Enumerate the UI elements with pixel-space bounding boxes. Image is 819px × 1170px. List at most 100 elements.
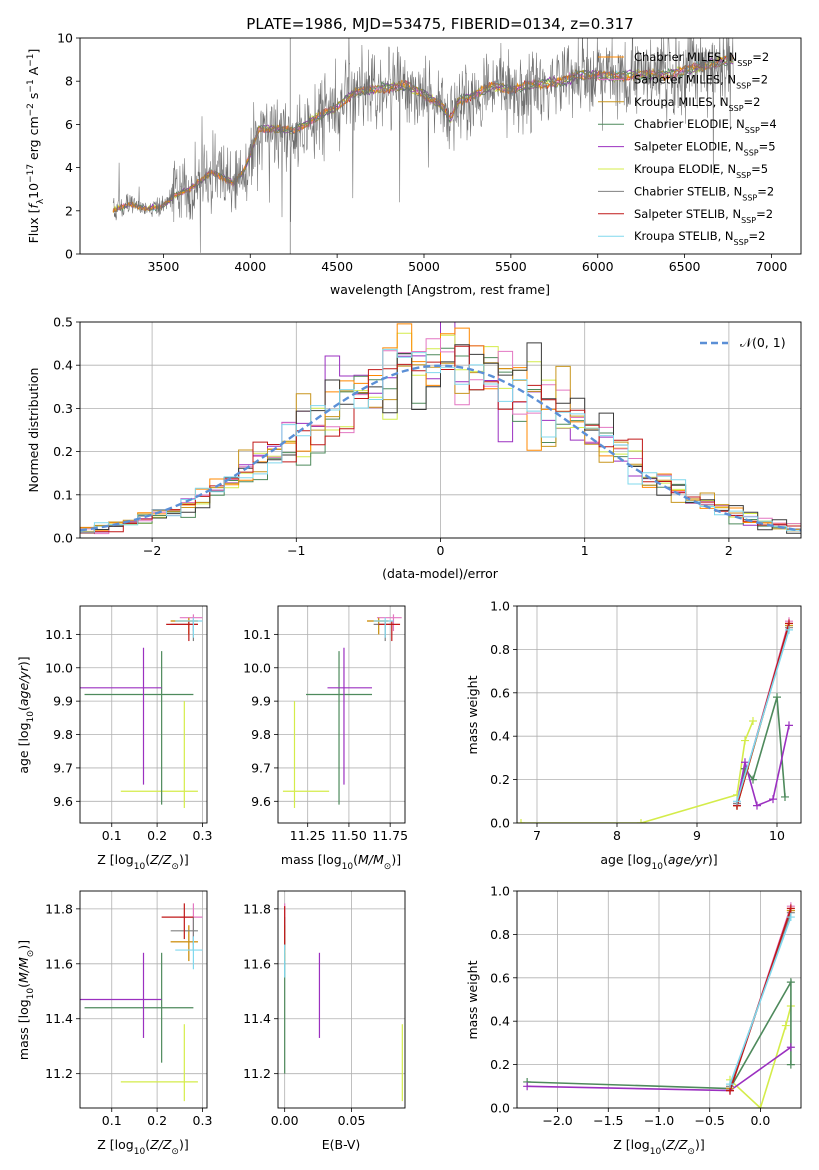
plot-area (112, 38, 734, 254)
legend-entry: Salpeter STELIB, NSSP=2 (634, 207, 773, 225)
y-tick-label: 11.8 (45, 901, 73, 916)
mass-weight-line (729, 1005, 792, 1108)
mass-weight-marker (517, 819, 525, 823)
y-tick-label: 10 (57, 31, 73, 46)
axis-label-part: ( (145, 1137, 150, 1152)
legend-entry-count: =4 (760, 117, 777, 131)
mass-weight-marker (741, 736, 749, 745)
y-tick-label: 0.6 (490, 685, 510, 700)
axis-label-part: 10 (650, 1147, 662, 1157)
x-tick-label: 0.2 (147, 1113, 167, 1128)
mass-weight-marker (753, 801, 761, 810)
axis-label-part: Z [log (613, 1137, 649, 1152)
legend-entry-count: =2 (744, 95, 761, 109)
y-axis-label: mass weight (465, 675, 480, 754)
y-tick-label: 0.5 (53, 315, 73, 330)
y-tick-label: 0.8 (490, 642, 510, 657)
y-tick-label: 1.0 (490, 884, 510, 899)
axis-label-part: 10 (652, 862, 664, 872)
x-tick-label: 0.1 (102, 1113, 122, 1128)
mass-weight-marker (733, 797, 741, 806)
legend-entry-name: Salpeter STELIB, N (634, 207, 741, 221)
axes-frame (516, 605, 802, 824)
axis-label-part: Z/Z (149, 852, 172, 867)
x-axis-label: Z [log10(Z/Z⊙)] (97, 852, 188, 872)
legend-entry-subscript: SSP (742, 193, 757, 202)
y-tick-label: 0.8 (490, 927, 510, 942)
axis-label-part: ( (661, 1137, 666, 1152)
legend-entry-subscript: SSP (744, 148, 759, 157)
axis-label-part: ⊙ (171, 1147, 179, 1157)
y-tick-label: 9.6 (251, 794, 271, 809)
y-tick-label: 0.1 (53, 487, 73, 502)
axis-label-part: )] (16, 940, 31, 950)
spectrum-panel: 3500 4000 4500 5000 5500 6000 6500 7000 0 2 4 6 8 10 w… (26, 31, 802, 297)
axes-frame (516, 890, 802, 1109)
axis-label-part: M/M (16, 957, 31, 983)
legend-entry-subscript: SSP (737, 59, 752, 68)
y-tick-label: 0.3 (53, 401, 73, 416)
mass-vs-z-panel: 0.1 0.2 0.311.211.411.611.8Z [log10(Z/Z⊙)]… (16, 890, 213, 1157)
axis-label-part: M/M (358, 852, 384, 867)
axis-label-part: −17 (26, 164, 36, 183)
x-tick-label: 6000 (582, 259, 614, 274)
axis-label-part: 10 (134, 862, 146, 872)
axes-frame (79, 321, 802, 539)
mass-weight-marker (785, 625, 793, 634)
axes-frame (79, 37, 802, 255)
y-tick-label: 0.2 (490, 1057, 510, 1072)
x-tick-label: 0.3 (193, 1113, 213, 1128)
x-tick-label: 0.0 (750, 1113, 770, 1128)
x-tick-label: 0.3 (193, 828, 213, 843)
y-tick-label: 4 (65, 160, 73, 175)
legend-entry-subscript: SSP (741, 215, 756, 224)
mass-weight-line (736, 629, 790, 802)
axis-label-part: mass [log (281, 852, 342, 867)
axis-label-part: f (26, 203, 41, 209)
y-tick-label: 11.6 (45, 956, 73, 971)
y-tick-label: 11.6 (243, 956, 271, 971)
axis-label-part: −1 (26, 53, 36, 66)
legend-entry-count: =2 (751, 72, 768, 86)
figure-title: PLATE=1986, MJD=53475, FIBERID=0134, z=0… (246, 15, 633, 33)
axis-label-part: Z [log (97, 852, 133, 867)
y-tick-label: 11.4 (243, 1011, 271, 1026)
axis-label-part: s (26, 93, 41, 104)
legend-entry: 𝒩(0, 1) (740, 335, 786, 350)
axis-label-part: −1 (26, 79, 36, 92)
mass-weight-marker (749, 717, 757, 726)
legend-entry-name: Chabrier STELIB, N (634, 184, 742, 198)
legend-entry: Chabrier MILES, NSSP=2 (634, 50, 769, 68)
y-tick-label: 9.9 (53, 694, 73, 709)
axes-frame (79, 890, 208, 1109)
histogram-step-line (80, 342, 801, 538)
axis-label-part: ( (663, 852, 668, 867)
axis-label-part: Z/Z (149, 1137, 172, 1152)
y-tick-label: 10.1 (45, 627, 73, 642)
mass-vs-ebv-panel: 0.00 0.05 11.2 11.4 11.6 11.8 E(B-V) (243, 890, 406, 1152)
y-axis-label: Flux [fλ10−17 erg cm−2 s−1 A−1] (26, 49, 46, 244)
axis-label-part: λ (36, 198, 46, 204)
x-tick-label: 5500 (495, 259, 527, 274)
x-tick-label: 0.00 (271, 1113, 299, 1128)
axis-label-part: 10 (26, 988, 36, 1000)
mass-weight-marker (726, 1080, 734, 1089)
x-tick-label: −2.0 (542, 1113, 572, 1128)
x-tick-label: 0 (437, 543, 445, 558)
legend-entry-name: Kroupa STELIB, N (634, 229, 734, 243)
axis-label-part: ( (145, 852, 150, 867)
x-axis-label: wavelength [Angstrom, rest frame] (330, 282, 550, 297)
mass-weight-marker (786, 904, 795, 913)
y-axis-label: Normed distribution (26, 368, 41, 493)
axis-label-part: Z/Z (665, 1137, 688, 1152)
legend-entry-subscript: SSP (734, 238, 749, 247)
y-tick-label: 0.0 (490, 816, 510, 831)
legend-entry-subscript: SSP (745, 126, 760, 135)
mass-weight-marker (786, 1043, 795, 1052)
axis-label-part: 10 (134, 1147, 146, 1157)
axis-label-part: ⊙ (171, 862, 179, 872)
axis-label-part: 10 (26, 183, 41, 199)
x-tick-label: −1.0 (644, 1113, 674, 1128)
legend-entry: Kroupa ELODIE, NSSP=5 (634, 162, 768, 180)
